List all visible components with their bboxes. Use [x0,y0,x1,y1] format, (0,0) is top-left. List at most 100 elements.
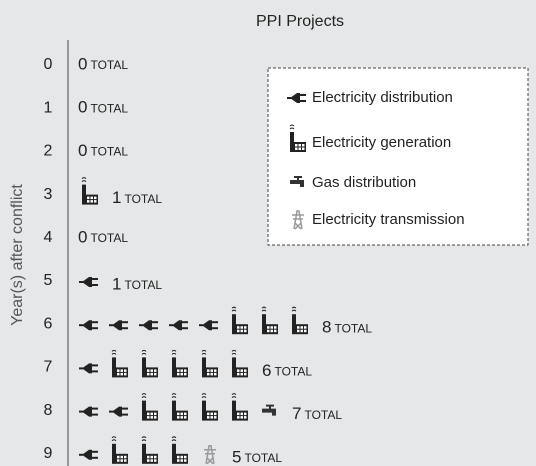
factory-building [202,367,218,378]
factory-window [154,412,157,416]
plug-icon [79,277,98,287]
plug-cord [287,97,291,99]
plug-icon [109,320,128,331]
plug-icon [79,363,98,374]
factory-window [274,326,277,329]
plug-prong [122,327,128,330]
plug-prong [182,327,188,330]
plug-cord [109,410,113,413]
plug-body [82,449,92,460]
factory-window [87,200,90,203]
factory-smoke [289,124,295,130]
plug-cord [199,324,203,327]
factory-window [244,372,247,376]
plug-prong [92,407,98,410]
factory-chimney [172,400,176,413]
factory-icon [201,393,218,421]
total-label: TOTAL [304,408,342,422]
factory-window [302,144,305,147]
factory-building [202,410,218,421]
factory-window [120,372,123,376]
factory-window [124,455,127,459]
factory-window [207,412,210,416]
factory-building [112,367,128,378]
total-value: 0 [78,98,87,117]
factory-window [177,369,180,372]
factory-window [117,459,120,462]
factory-building [172,453,188,464]
factory-window [267,329,270,333]
legend-label: Gas distribution [312,174,416,191]
factory-window [184,455,187,459]
factory-smoke [171,393,177,398]
factory-window [210,369,213,372]
factory-smoke [171,436,177,442]
factory-window [177,459,180,462]
factory-window [302,147,305,150]
factory-window [180,455,183,459]
factory-window [295,147,298,150]
plug-icon [109,406,128,417]
factory-window [150,412,153,416]
total-value: 6 [262,361,271,380]
factory-icon [289,124,306,152]
factory-window [298,147,301,150]
plug-cord [79,453,83,456]
factory-window [90,200,93,203]
factory-building [142,367,158,378]
factory-window [207,369,210,372]
factory-window [297,329,300,333]
factory-icon [261,306,278,335]
factory-window [240,329,243,333]
plug-prong [92,370,98,373]
total-label: TOTAL [90,58,128,72]
factory-window [214,416,217,419]
factory-chimney [232,400,236,413]
factory-window [184,369,187,372]
factory-window [154,416,157,419]
plug-body [112,406,122,417]
factory-window [147,369,150,372]
factory-smoke [231,306,237,312]
factory-window [154,369,157,372]
y-tick-label: 2 [44,143,53,160]
factory-window [124,459,127,462]
factory-building [112,453,128,464]
factory-smoke [141,349,147,355]
factory-building [262,324,278,335]
factory-window [237,329,240,333]
plug-cord [169,324,173,327]
plug-prong [92,456,98,459]
y-tick-label: 3 [44,186,53,203]
y-tick-label: 8 [44,402,53,419]
factory-window [177,416,180,419]
factory-smoke [261,306,267,312]
factory-window [214,369,217,372]
plug-prong [182,321,188,324]
tower-frame [292,210,304,230]
factory-window [270,329,273,333]
factory-window [124,369,127,372]
total-label: TOTAL [124,278,162,292]
factory-building [290,142,306,152]
factory-building [172,367,188,378]
factory-smoke [111,349,117,355]
total-label: TOTAL [90,145,128,159]
factory-window [120,369,123,372]
legend-label: Electricity transmission [312,211,465,228]
factory-window [177,455,180,459]
factory-window [210,372,213,376]
plug-prong [122,321,128,324]
factory-window [300,326,303,329]
factory-window [214,412,217,416]
factory-window [150,459,153,462]
factory-smoke [231,393,237,398]
factory-window [300,329,303,333]
factory-icon [201,349,218,378]
tower-icon [292,210,304,230]
factory-window [124,372,127,376]
factory-building [142,410,158,421]
factory-window [150,372,153,376]
plug-body [82,320,92,331]
legend-label: Electricity generation [312,134,451,151]
